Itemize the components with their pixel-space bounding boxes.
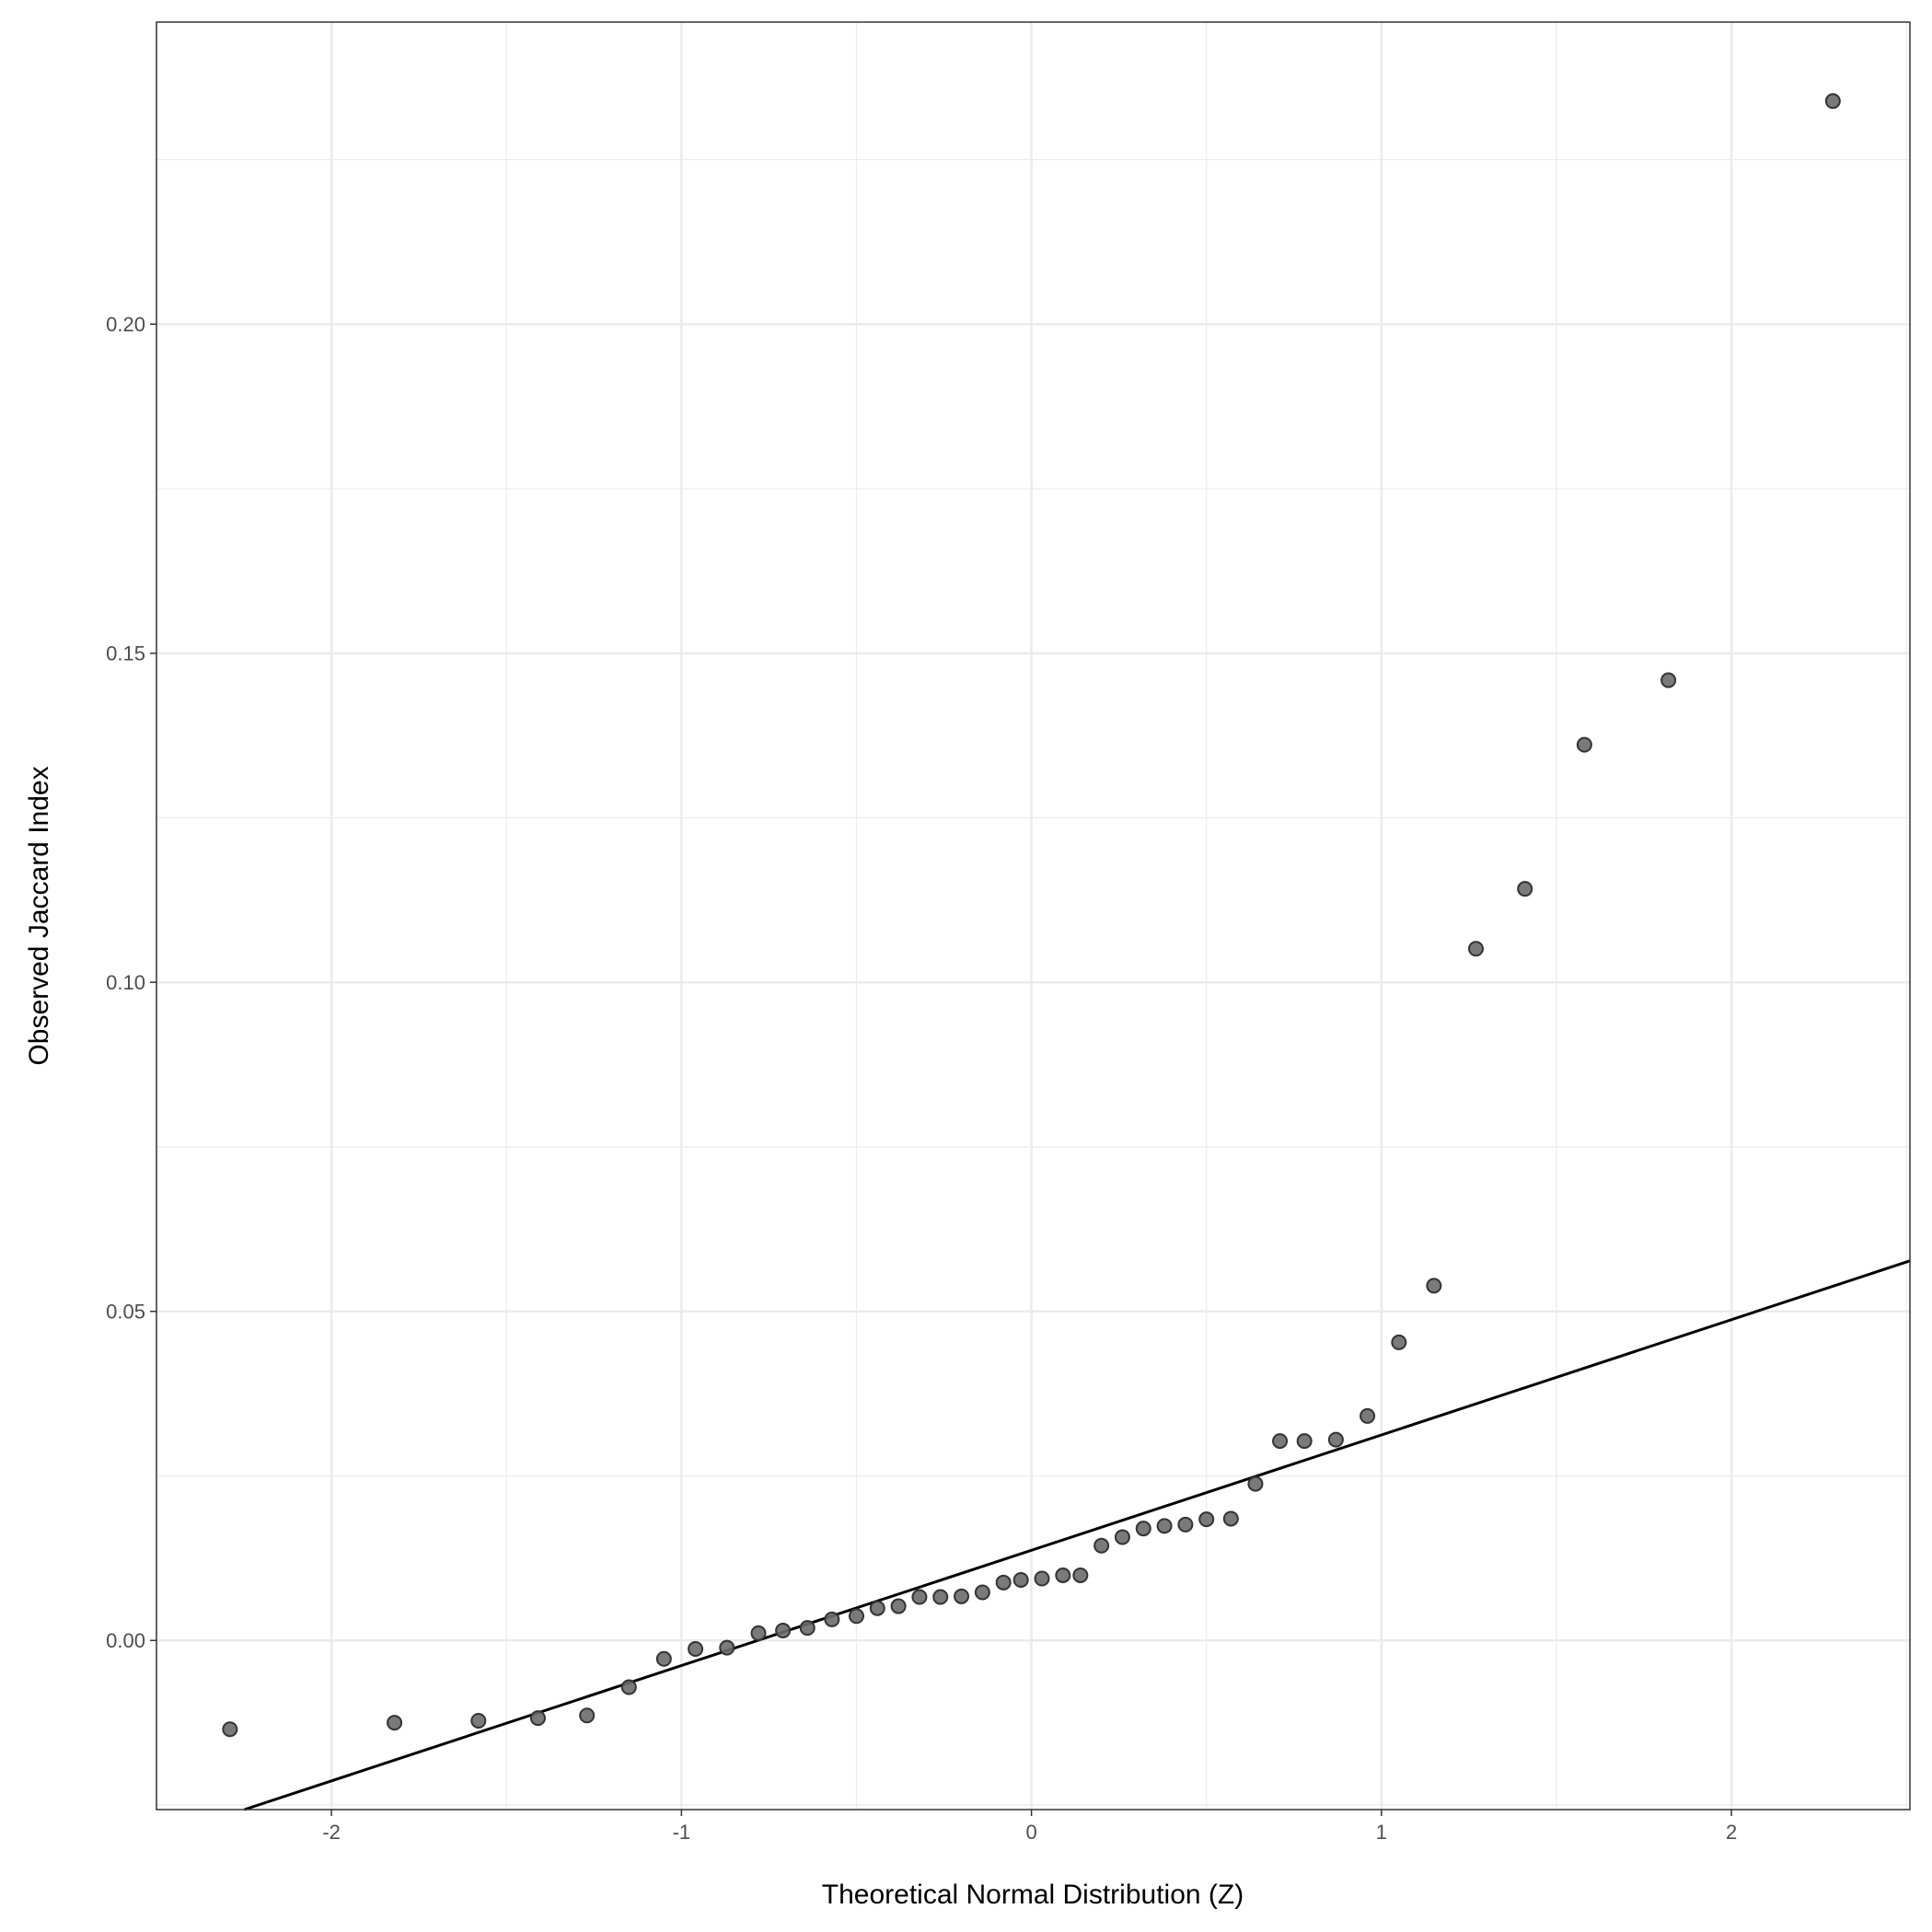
data-point bbox=[1156, 1518, 1173, 1534]
y-tick-label: 0.15 bbox=[106, 642, 145, 665]
x-axis-ticks: -2 -1 0 1 2 bbox=[322, 1810, 1737, 1844]
data-point bbox=[848, 1608, 864, 1625]
data-point bbox=[1660, 672, 1677, 688]
data-point bbox=[1114, 1529, 1130, 1545]
data-point bbox=[1517, 881, 1533, 897]
data-point bbox=[719, 1639, 735, 1656]
data-point bbox=[1055, 1567, 1071, 1583]
x-tick-label: 2 bbox=[1726, 1821, 1737, 1844]
y-tick-label: 0.20 bbox=[106, 313, 145, 336]
y-tick-label: 0.05 bbox=[106, 1301, 145, 1324]
data-point bbox=[222, 1721, 238, 1738]
data-point bbox=[1072, 1567, 1089, 1583]
data-point bbox=[799, 1620, 816, 1637]
x-tick-label: -2 bbox=[322, 1821, 341, 1844]
data-point bbox=[1576, 736, 1592, 753]
data-points bbox=[222, 93, 1841, 1738]
x-tick-label: -1 bbox=[673, 1821, 691, 1844]
data-point bbox=[954, 1588, 970, 1604]
data-point bbox=[1222, 1510, 1239, 1527]
data-point bbox=[750, 1625, 767, 1641]
data-point bbox=[1272, 1433, 1289, 1450]
data-point bbox=[1247, 1475, 1264, 1492]
data-point bbox=[688, 1641, 704, 1658]
data-point bbox=[775, 1623, 792, 1639]
y-axis-title: Observed Jaccard Index bbox=[24, 766, 54, 1065]
data-point bbox=[1327, 1431, 1344, 1448]
data-point bbox=[620, 1679, 637, 1695]
data-point bbox=[1177, 1516, 1194, 1533]
reference-line-group bbox=[244, 1259, 1911, 1811]
reference-line bbox=[244, 1259, 1911, 1811]
data-point bbox=[1391, 1334, 1407, 1350]
data-point bbox=[529, 1710, 546, 1727]
data-point bbox=[995, 1574, 1012, 1591]
data-point bbox=[890, 1598, 907, 1614]
data-point bbox=[1135, 1521, 1151, 1537]
x-axis-title: Theoretical Normal Distribution (Z) bbox=[822, 1880, 1244, 1910]
data-point bbox=[1093, 1537, 1110, 1554]
data-point bbox=[1034, 1570, 1050, 1587]
x-tick-label: 0 bbox=[1025, 1821, 1036, 1844]
data-point bbox=[824, 1611, 840, 1627]
data-point bbox=[974, 1584, 990, 1601]
x-tick-label: 1 bbox=[1376, 1821, 1387, 1844]
data-point bbox=[932, 1589, 949, 1605]
data-point bbox=[911, 1589, 928, 1605]
data-point bbox=[1468, 941, 1485, 957]
grid-lines bbox=[156, 22, 1910, 1810]
data-point bbox=[470, 1712, 487, 1729]
y-tick-label: 0.00 bbox=[106, 1629, 145, 1652]
data-point bbox=[1296, 1433, 1313, 1450]
data-point bbox=[387, 1715, 403, 1731]
data-point bbox=[1198, 1511, 1215, 1528]
y-axis-ticks: 0.00 0.05 0.10 0.15 0.20 bbox=[106, 313, 156, 1652]
y-tick-label: 0.10 bbox=[106, 971, 145, 994]
panel-border bbox=[156, 21, 1911, 1811]
data-point bbox=[1426, 1278, 1442, 1294]
data-point bbox=[1824, 93, 1841, 110]
data-point bbox=[869, 1600, 885, 1616]
data-point bbox=[579, 1707, 596, 1724]
data-point bbox=[655, 1650, 672, 1667]
data-point bbox=[1012, 1571, 1029, 1588]
data-point bbox=[1359, 1407, 1376, 1424]
